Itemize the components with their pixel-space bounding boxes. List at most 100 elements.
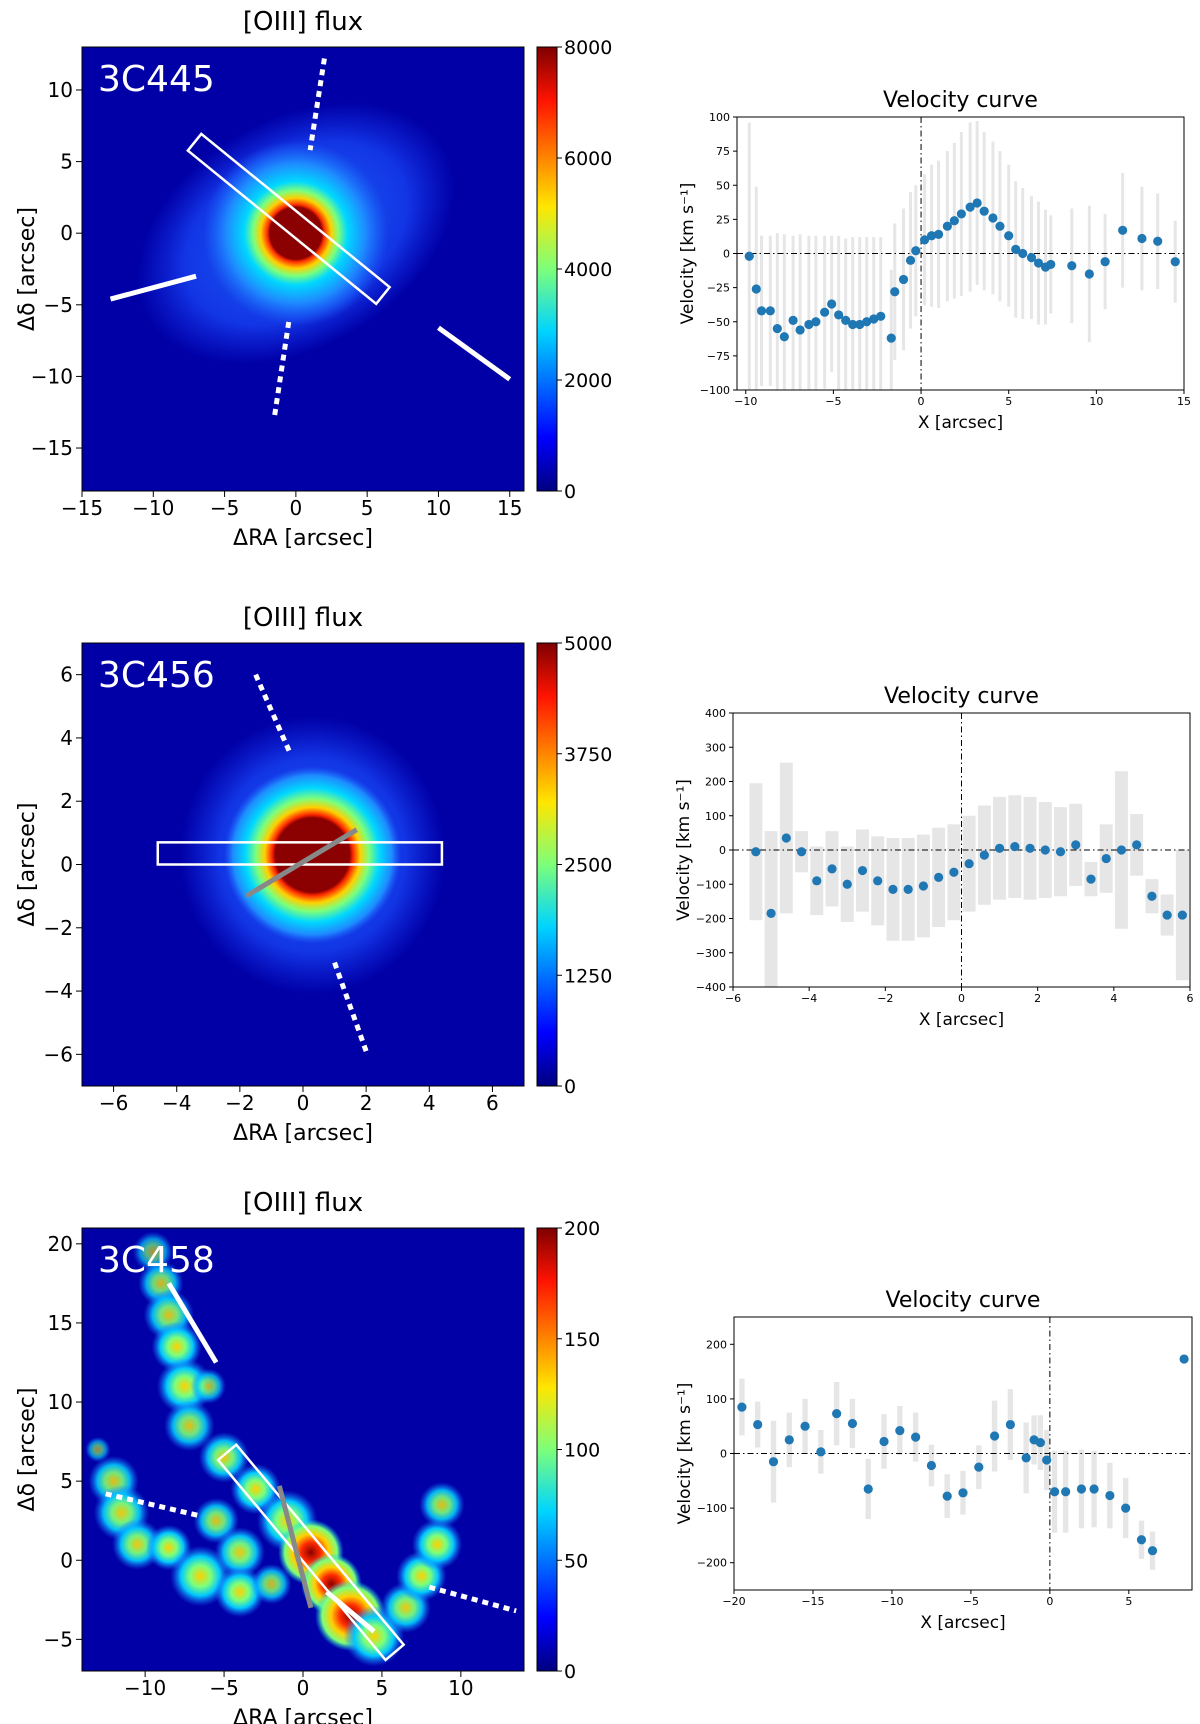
y-tick-label: −100: [697, 1502, 727, 1515]
y-tick-label: −400: [696, 981, 726, 994]
object-label: 3C445: [98, 59, 215, 100]
data-point: [926, 231, 937, 241]
y-tick-label: −100: [696, 878, 726, 891]
data-point: [949, 216, 959, 226]
data-point: [1042, 1455, 1052, 1465]
data-point: [1061, 1487, 1071, 1497]
radio-axis-line: [109, 273, 197, 302]
map-map_3c458: 3C458: [81, 1227, 525, 1672]
data-point: [1101, 853, 1111, 864]
data-point: [1147, 891, 1157, 901]
position-angle-line: [276, 1485, 314, 1609]
axes-vel_3c456: −6 −4 −2 0 2 4 6 −400 −300 −200 −100 0 100 200 300 400 V…: [674, 684, 1194, 1030]
colorbar-map_3c458: 0 50 100 150 200: [536, 1218, 600, 1683]
y-tick-label: −300: [696, 947, 726, 960]
y-tick-label: 5: [60, 1469, 73, 1493]
data-point: [827, 864, 837, 874]
colorbar-tick-label: 0: [564, 1661, 576, 1683]
y-tick-label: 50: [716, 179, 730, 192]
emission-blob: [164, 1400, 215, 1452]
data-point: [751, 284, 761, 294]
data-point: [796, 847, 807, 857]
x-tick-label: 10: [426, 496, 451, 520]
y-axis-label: Δδ [arcsec]: [15, 803, 40, 927]
colorbar-tick-label: 5000: [564, 633, 612, 655]
x-tick-label: −10: [132, 496, 174, 520]
x-tick-label: −5: [210, 496, 239, 520]
data-point: [842, 879, 852, 889]
error-band: [814, 235, 818, 390]
y-tick-label: 6: [60, 663, 73, 687]
y-tick-label: 20: [48, 1232, 73, 1256]
data-point: [1050, 1487, 1060, 1497]
x-tick-label: 4: [1110, 992, 1117, 1005]
x-tick-label: −2: [225, 1091, 254, 1115]
x-tick-label: 5: [1005, 395, 1012, 408]
data-point: [1018, 248, 1028, 259]
x-tick-label: 5: [361, 496, 374, 520]
colorbar-tick-label: 2000: [564, 370, 612, 392]
data-point: [869, 314, 879, 324]
colorbar: [536, 1227, 558, 1672]
data-point: [1147, 1546, 1158, 1556]
slit: [216, 1442, 406, 1662]
y-tick-label: −15: [31, 436, 73, 460]
data-point: [795, 325, 805, 335]
map-image: 3C456: [82, 643, 524, 1086]
emission-blob: [214, 1527, 266, 1578]
map-map_3c456: 3C456: [81, 642, 525, 1087]
y-axis-label: Velocity [km s⁻¹]: [675, 1383, 695, 1525]
data-point: [1010, 841, 1020, 852]
data-point: [1170, 257, 1180, 267]
emission-blob: [251, 1563, 292, 1605]
y-tick-label: 4: [60, 726, 73, 750]
y-tick-label: −50: [707, 316, 730, 329]
y-axis-label: Velocity [km s⁻¹]: [674, 779, 694, 921]
data-point: [1004, 231, 1014, 241]
error-band: [807, 235, 811, 390]
plot-area: [733, 713, 1190, 987]
vel-vel_3c456: [732, 712, 1191, 988]
data-point: [832, 1409, 842, 1419]
data-point: [876, 311, 886, 321]
y-tick-label: −100: [700, 384, 730, 397]
vel-vel_3c445: [736, 116, 1185, 391]
y-tick-label: −5: [44, 1627, 73, 1651]
slit: [186, 132, 392, 306]
x-tick-label: 0: [918, 395, 925, 408]
data-point: [1046, 259, 1056, 270]
data-point: [964, 859, 974, 869]
data-point: [855, 319, 865, 330]
x-axis-label: ΔRA [arcsec]: [233, 1121, 373, 1146]
vel-vel_3c458: [733, 1316, 1193, 1591]
data-point: [958, 1488, 968, 1498]
y-axis-label: Δδ [arcsec]: [15, 1388, 40, 1512]
x-tick-label: 2: [360, 1091, 373, 1115]
data-point: [1179, 1354, 1189, 1364]
map-frame: [81, 46, 525, 492]
data-point: [886, 333, 896, 343]
y-tick-label: −200: [696, 913, 726, 926]
y-tick-label: 100: [705, 810, 726, 823]
data-point: [1055, 847, 1066, 857]
error-band: [872, 237, 876, 390]
data-point: [1076, 1484, 1087, 1494]
emission-blob: [411, 1519, 463, 1570]
data-point: [879, 1436, 889, 1447]
data-point: [841, 315, 851, 325]
x-tick-label: 6: [1187, 992, 1194, 1005]
perpendicular-axis-line: [428, 1584, 517, 1614]
y-axis-label: Velocity [km s⁻¹]: [678, 183, 698, 325]
data-point: [1086, 874, 1096, 884]
data-point: [816, 1447, 826, 1457]
data-point: [812, 876, 822, 886]
data-point: [989, 1431, 1000, 1441]
axes-vel_3c458: −20 −15 −10 −5 0 5 −200 −100 0 100 200 Velocity cur…: [675, 1288, 1132, 1633]
data-point: [1118, 225, 1128, 235]
y-tick-label: 10: [48, 78, 73, 102]
data-point: [804, 319, 814, 330]
colorbar-tick-label: 50: [564, 1550, 588, 1572]
data-point: [898, 274, 909, 285]
y-tick-label: −200: [697, 1557, 727, 1570]
